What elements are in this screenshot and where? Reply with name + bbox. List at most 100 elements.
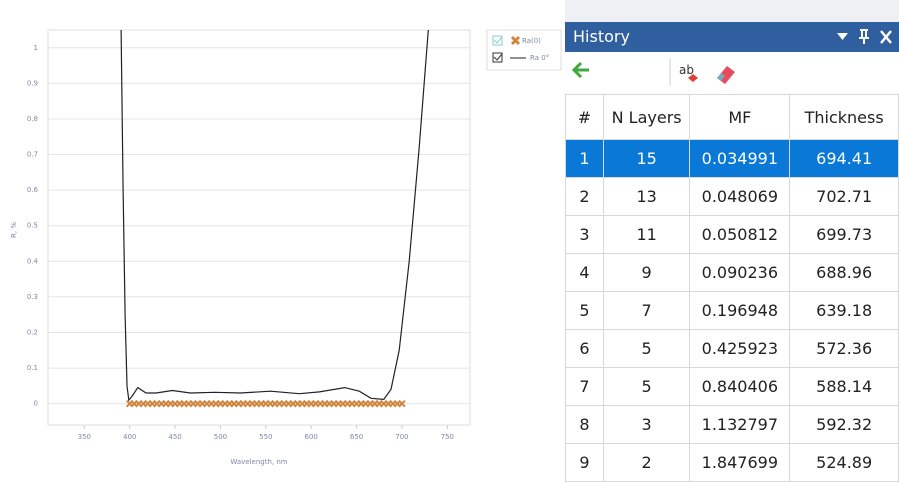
cell: 1.847699 (689, 443, 791, 482)
cell: 524.89 (789, 443, 899, 482)
page: R, % Wavelength, nm Ra(0) Ra 0° 0 0.1 0.2 0… (10, 0, 899, 482)
rename-icon[interactable]: ab (679, 63, 694, 77)
cell: 0.090236 (689, 253, 791, 292)
cell: 1 (565, 139, 604, 178)
cell: 5 (565, 291, 604, 330)
y-tick-label: 0.7 (27, 151, 38, 159)
history-row[interactable]: 6 5 0.425923 572.36 (565, 329, 899, 368)
cell: 688.96 (789, 253, 899, 292)
eraser-tip (717, 73, 725, 81)
cell: 7 (602, 291, 691, 330)
x-tick-label: 600 (304, 433, 317, 441)
legend: Ra(0) Ra 0° (486, 29, 562, 71)
panel-header: History (565, 22, 899, 52)
history-row[interactable]: 3 11 0.050812 699.73 (565, 215, 899, 254)
x-tick-label: 350 (78, 433, 91, 441)
target-marker (398, 399, 406, 408)
cell: 2 (565, 177, 604, 216)
cell: 6 (565, 329, 604, 368)
cell: 9 (602, 253, 691, 292)
cell: 0.840406 (689, 367, 791, 406)
y-tick-label: 1 (34, 44, 38, 52)
history-row[interactable]: 8 3 1.132797 592.32 (565, 405, 899, 444)
panel-strip (565, 0, 899, 22)
check-icon (493, 36, 503, 44)
close-button[interactable] (880, 30, 892, 44)
x-tick-label: 750 (441, 433, 454, 441)
chart: R, % Wavelength, nm Ra(0) Ra 0° 0 0.1 0.2 0… (10, 29, 562, 466)
cell: 11 (602, 215, 691, 254)
x-tick-label: 450 (168, 433, 181, 441)
history-row[interactable]: 7 5 0.840406 588.14 (565, 367, 899, 406)
history-row[interactable]: 2 13 0.048069 702.71 (565, 177, 899, 216)
header-buttons (837, 29, 892, 44)
cell: 8 (565, 405, 604, 444)
cell: 3 (565, 215, 604, 254)
y-tick-label: 0.5 (27, 222, 38, 230)
x-axis-label: Wavelength, nm (230, 458, 287, 466)
cell: 13 (602, 177, 691, 216)
history-row[interactable]: 9 2 1.847699 524.89 (565, 443, 899, 482)
check-icon (493, 53, 503, 61)
toolbar: ab (565, 52, 899, 94)
cell: 1.132797 (689, 405, 791, 444)
y-tick-label: 0.3 (27, 293, 38, 301)
history-row[interactable]: 4 9 0.090236 688.96 (565, 253, 899, 292)
history-row[interactable]: 5 7 0.196948 639.18 (565, 291, 899, 330)
column-header: MF (689, 94, 791, 140)
cell: 5 (602, 329, 691, 368)
cell: 588.14 (789, 367, 899, 406)
cell: 0.050812 (689, 215, 791, 254)
cell: 7 (565, 367, 604, 406)
cell: 5 (602, 367, 691, 406)
series-layer (120, 30, 429, 408)
x-tick-label: 500 (214, 433, 227, 441)
y-tick-label: 0.2 (27, 328, 38, 336)
y-tick-label: 0.8 (27, 115, 38, 123)
cell: 0.034991 (689, 139, 791, 178)
toolbar-icons: ab (571, 58, 735, 86)
column-header: Thickness (789, 94, 899, 140)
cell: 592.32 (789, 405, 899, 444)
legend-checkbox[interactable] (492, 35, 503, 46)
x-tick-label: 650 (350, 433, 363, 441)
legend-checkbox[interactable] (492, 52, 503, 63)
y-axis-label: R, % (10, 222, 18, 238)
legend-marker (510, 35, 521, 46)
dropdown-button[interactable] (837, 33, 848, 40)
cell: 702.71 (789, 177, 899, 216)
header-row: # N Layers MF Thickness (565, 94, 899, 140)
y-tick-label: 0.9 (27, 79, 38, 87)
cell: 15 (602, 139, 691, 178)
history-row[interactable]: 1 15 0.034991 694.41 (565, 139, 899, 178)
y-tick-label: 0.6 (27, 186, 39, 194)
cell: 0.425923 (689, 329, 791, 368)
cell: 2 (602, 443, 691, 482)
x-tick-label: 550 (259, 433, 272, 441)
y-tick-label: 0.1 (27, 364, 38, 372)
cell: 0.196948 (689, 291, 791, 330)
cell: 0.048069 (689, 177, 791, 216)
cell: 572.36 (789, 329, 899, 368)
rename-icon-eraser (688, 74, 698, 82)
cell: 699.73 (789, 215, 899, 254)
plot-area (47, 29, 471, 426)
cell: 9 (565, 443, 604, 482)
reflectance-line (120, 30, 429, 402)
back-button[interactable] (571, 61, 589, 79)
panel-title: History (573, 27, 630, 46)
history-panel: History ab # N Layers MF Thickness 1 15 0.0349… (565, 0, 899, 482)
legend-box (486, 29, 562, 71)
x-tick-label: 400 (123, 433, 136, 441)
column-header: N Layers (602, 94, 691, 140)
cell: 3 (602, 405, 691, 444)
y-tick-label: 0 (34, 400, 38, 408)
x-tick-label: 700 (395, 433, 408, 441)
cell: 4 (565, 253, 604, 292)
pin-button[interactable] (859, 29, 869, 44)
history-table: # N Layers MF Thickness 1 15 0.034991 694.41 2 13… (565, 94, 899, 482)
legend-label: Ra 0° (530, 54, 549, 62)
legend-label: Ra(0) (522, 37, 541, 45)
cell: 639.18 (789, 291, 899, 330)
column-header: # (565, 94, 604, 140)
